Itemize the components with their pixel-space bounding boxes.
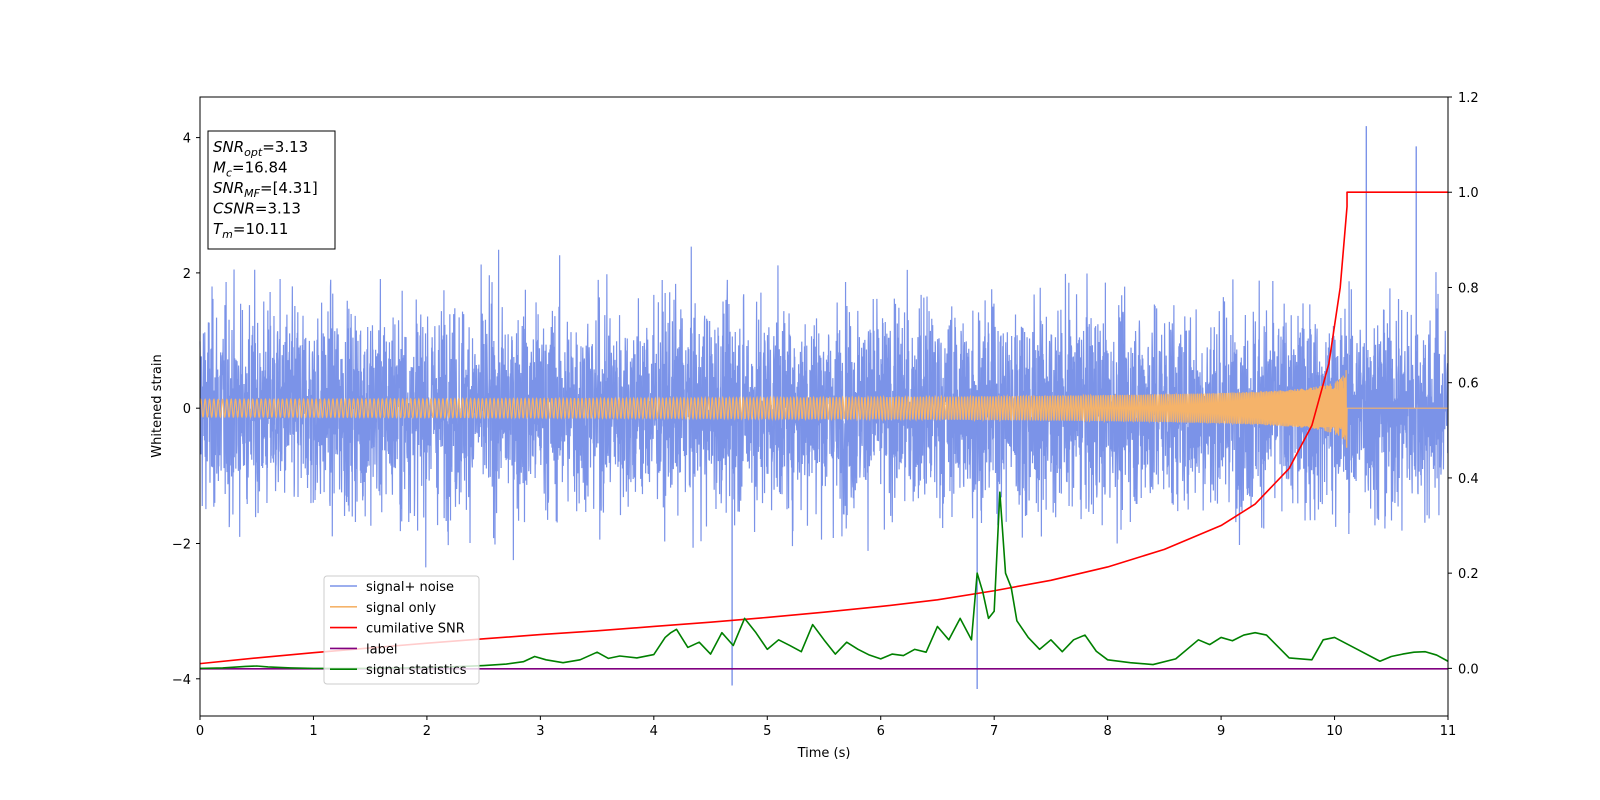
- y-axis-ticks: 4 2 0 −2 −4: [172, 132, 200, 688]
- x-tick-label: 5: [763, 724, 771, 739]
- annotation-frame: [207, 130, 336, 250]
- y2-tick-label: 0.8: [1458, 281, 1479, 296]
- annotation-line: SNRopt=3.13: [213, 138, 308, 159]
- y-tick-label: 2: [183, 267, 191, 282]
- x-tick-label: 9: [1217, 724, 1225, 739]
- plot-frame: [199, 96, 1449, 717]
- series-line-signal-only: [199, 370, 1448, 448]
- series-line-signal-noise: [199, 246, 1449, 568]
- legend-item-label: signal only: [366, 601, 436, 616]
- stats-annotation-box: SNRopt=3.13Mc=16.84SNRMF=[4.31]CSNR=3.13…: [207, 130, 336, 250]
- series-signal-noise: [199, 126, 1449, 689]
- y-tick-label: −2: [172, 537, 191, 552]
- x-tick-label: 0: [196, 724, 204, 739]
- y2-tick-label: 0.2: [1458, 567, 1479, 582]
- x-axis-label: Time (s): [797, 746, 851, 761]
- y2-tick-label: 1.0: [1458, 186, 1479, 201]
- x-tick-label: 1: [309, 724, 317, 739]
- y-tick-label: 0: [183, 402, 191, 417]
- y2-tick-label: 0.0: [1458, 662, 1479, 677]
- series-signal-only: [199, 370, 1448, 448]
- x-tick-label: 6: [877, 724, 885, 739]
- legend-item-label: cumilative SNR: [366, 622, 465, 637]
- x-tick-label: 11: [1440, 724, 1457, 739]
- x-tick-label: 3: [536, 724, 544, 739]
- legend-item-label: label: [366, 642, 397, 657]
- y2-tick-label: 1.2: [1458, 91, 1479, 106]
- x-tick-label: 7: [990, 724, 998, 739]
- annotation-line: SNRMF=[4.31]: [213, 179, 318, 200]
- y-tick-label: 4: [183, 132, 191, 147]
- legend-item-label: signal statistics: [366, 663, 467, 678]
- x-tick-label: 2: [423, 724, 431, 739]
- y2-axis-ticks: 1.2 1.0 0.8 0.6 0.4 0.2 0.0: [1448, 91, 1479, 677]
- annotation-line: Tm=10.11: [213, 220, 288, 241]
- x-axis-ticks: 0 1 2 3 4 5 6 7 8 9 10 11: [196, 716, 1456, 739]
- annotation-line: CSNR=3.13: [213, 200, 301, 218]
- legend-frame: [323, 575, 480, 685]
- legend-item-label: signal+ noise: [366, 580, 454, 595]
- x-tick-label: 8: [1103, 724, 1111, 739]
- y2-tick-label: 0.6: [1458, 377, 1479, 392]
- y2-tick-label: 0.4: [1458, 472, 1479, 487]
- x-tick-label: 10: [1326, 724, 1343, 739]
- y-tick-label: −4: [172, 673, 191, 688]
- y-axis-label: Whitened strain: [150, 354, 165, 457]
- annotation-line: Mc=16.84: [213, 159, 288, 180]
- x-tick-label: 4: [650, 724, 658, 739]
- legend: signal+ noise signal only cumilative SNR la…: [323, 575, 480, 685]
- series-line-signal-statistics: [199, 491, 1449, 670]
